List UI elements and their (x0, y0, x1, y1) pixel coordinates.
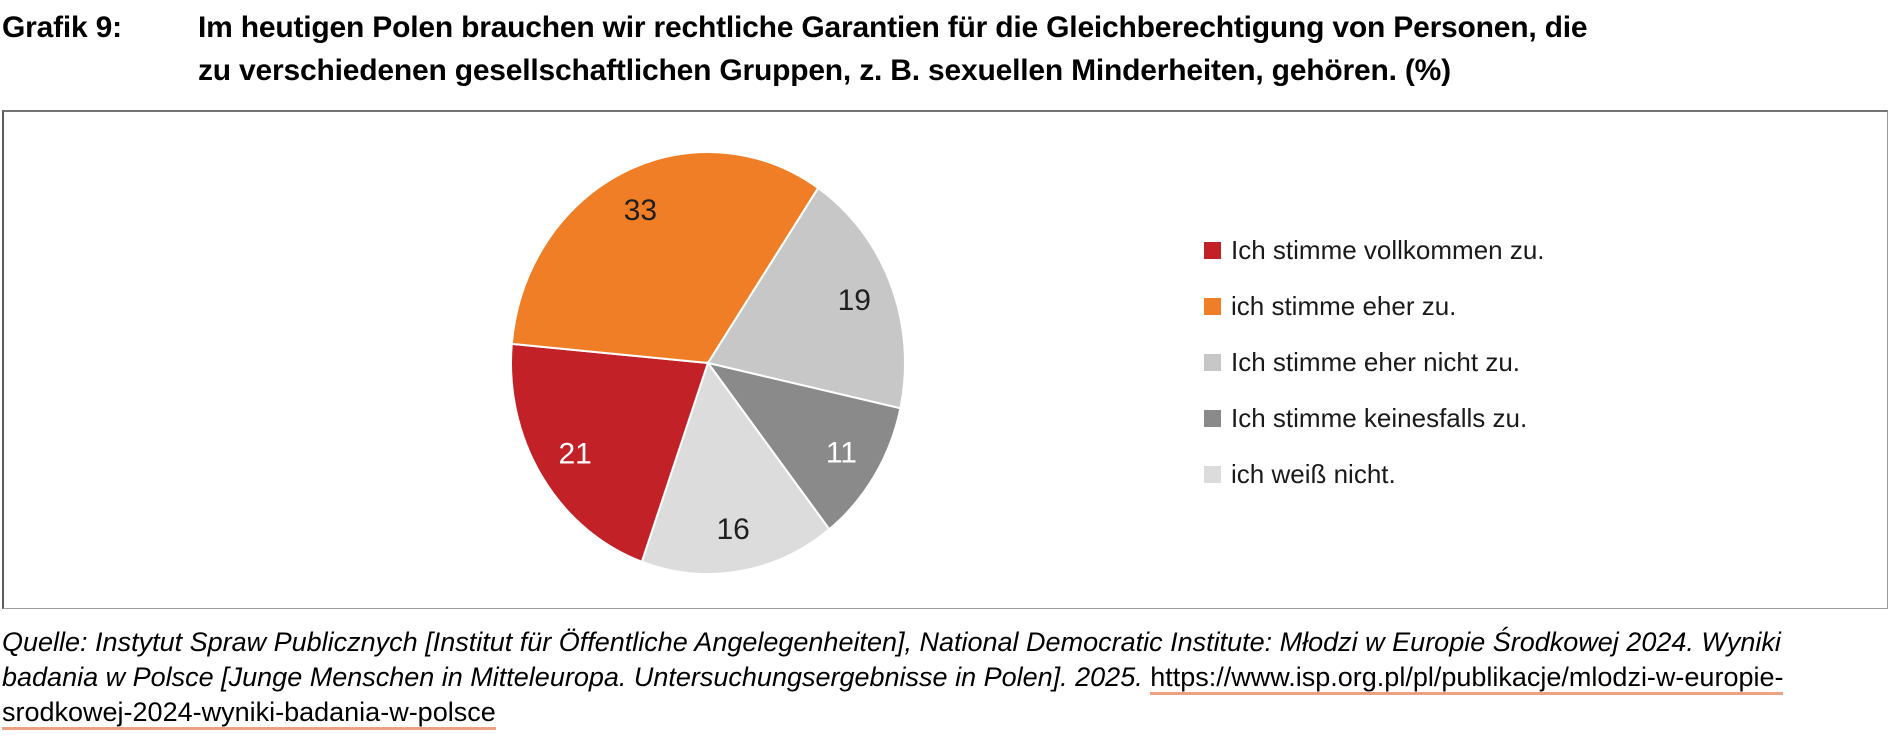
legend-item: Ich stimme eher nicht zu. (1204, 334, 1545, 390)
source-line-1: Quelle: Instytut Spraw Publicznych [Inst… (2, 627, 1781, 657)
pie-slice (705, 361, 902, 531)
source-link-part-1[interactable]: https://www.isp.org.pl/pl/publikacje/mlo… (1150, 662, 1784, 695)
chart-heading: Grafik 9: Im heutigen Polen brauchen wir… (2, 6, 1888, 92)
slice-value-label: 19 (838, 284, 871, 317)
source-line-2: badania w Polsce [Junge Menschen in Mitt… (2, 660, 1888, 695)
slice-value-label: 16 (717, 513, 750, 546)
legend-label: Ich stimme eher nicht zu. (1231, 346, 1520, 377)
source-line-2-text: badania w Polsce [Junge Menschen in Mitt… (2, 662, 1151, 692)
title-line-2: zu verschiedenen gesellschaftlichen Grup… (198, 54, 1451, 87)
source-line-3: srodkowej-2024-wyniki-badania-w-polsce (2, 695, 1888, 730)
pie-slice (510, 151, 820, 365)
figure-number-label: Grafik 9: (2, 11, 122, 44)
legend-label: Ich stimme keinesfalls zu. (1231, 402, 1528, 433)
chart-area: 21 33 19 11 16 Ich stimme vollkommen zu. ich … (2, 110, 1888, 609)
legend-item: Ich stimme keinesfalls zu. (1204, 390, 1545, 446)
slice-value-label: 11 (826, 436, 857, 469)
legend-label: ich stimme eher zu. (1231, 290, 1457, 321)
legend-swatch (1204, 353, 1221, 371)
source-citation: Quelle: Instytut Spraw Publicznych [Inst… (2, 625, 1888, 730)
legend-swatch (1204, 297, 1221, 315)
legend-item: ich weiß nicht. (1204, 446, 1545, 502)
legend-swatch (1204, 241, 1221, 259)
legend-swatch (1204, 465, 1221, 483)
legend-label: Ich stimme vollkommen zu. (1231, 234, 1545, 265)
slice-value-label: 21 (559, 437, 592, 470)
pie-slice (706, 186, 906, 410)
legend-label: ich weiß nicht. (1231, 458, 1396, 489)
legend-item: ich stimme eher zu. (1204, 278, 1545, 334)
title-line-1: Im heutigen Polen brauchen wir rechtlich… (198, 11, 1588, 44)
slice-value-label: 33 (624, 194, 657, 227)
legend: Ich stimme vollkommen zu. ich stimme eher… (1204, 222, 1545, 502)
pie-chart: 21 33 19 11 16 (510, 151, 906, 575)
source-link-part-2[interactable]: srodkowej-2024-wyniki-badania-w-polsce (2, 697, 496, 730)
pie-slice (640, 360, 831, 575)
page-title: Im heutigen Polen brauchen wir rechtlich… (198, 6, 1888, 92)
legend-item: Ich stimme vollkommen zu. (1204, 222, 1545, 278)
pie-slice (510, 342, 710, 564)
legend-swatch (1204, 409, 1221, 427)
